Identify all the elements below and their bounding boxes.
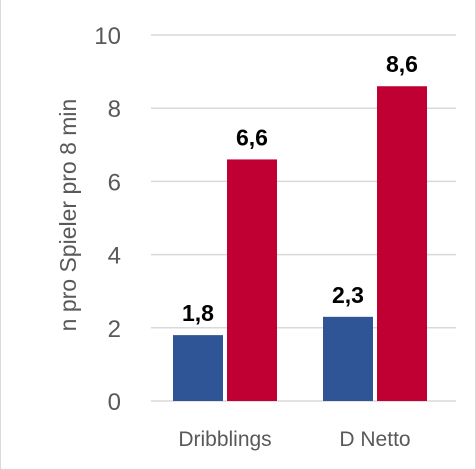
data-label: 6,6 [236, 124, 268, 150]
bar-1-1 [377, 86, 427, 402]
x-axis-categories: Dribblings D Netto [178, 428, 410, 451]
bar-1-0 [323, 316, 373, 401]
y-tick-label: 2 [108, 316, 121, 343]
data-label: 8,6 [386, 51, 418, 77]
y-tick-label: 8 [108, 96, 121, 123]
bars [173, 86, 427, 402]
y-axis-title: n pro Spieler pro 8 min [55, 99, 81, 332]
y-tick-label: 6 [108, 169, 121, 196]
data-label: 2,3 [332, 282, 364, 308]
y-tick-label: 10 [94, 23, 121, 50]
y-tick-label: 0 [108, 389, 121, 416]
x-category-label: Dribblings [178, 428, 271, 451]
y-axis-ticks: 0 2 4 6 8 10 [94, 23, 121, 416]
bar-0-0 [173, 335, 223, 401]
data-labels: 1,8 6,6 2,3 8,6 [182, 51, 418, 326]
y-tick-label: 4 [108, 243, 121, 270]
x-category-label: D Netto [339, 428, 410, 451]
bar-0-1 [227, 159, 277, 401]
data-label: 1,8 [182, 300, 214, 326]
